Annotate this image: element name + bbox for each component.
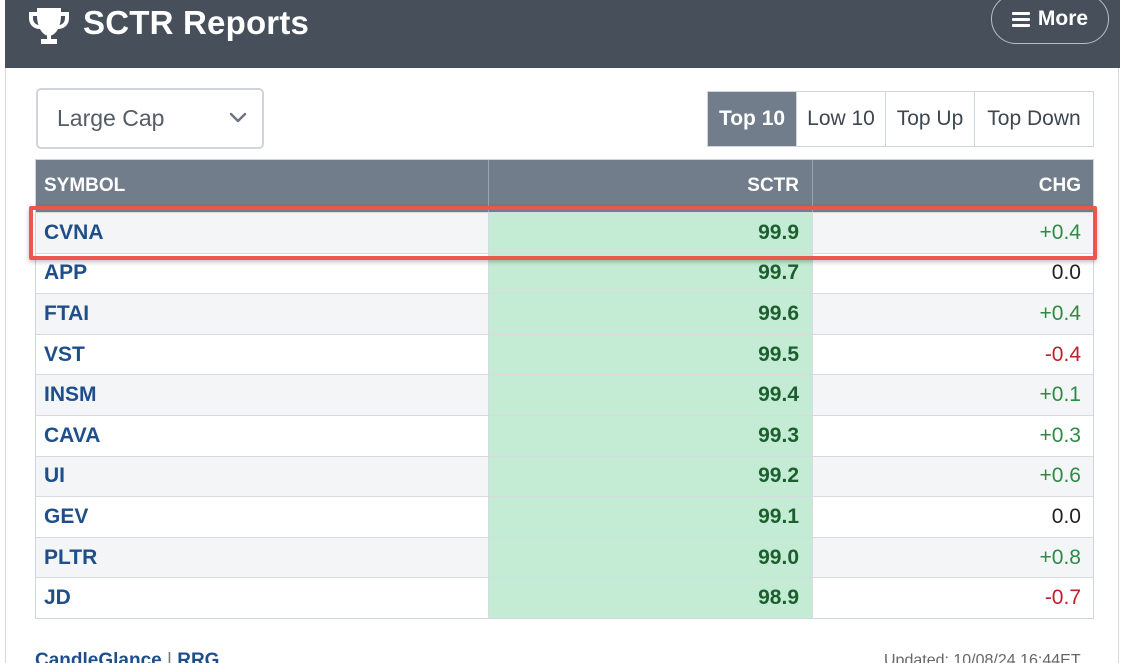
table-row[interactable]: CAVA 99.3 +0.3 — [36, 414, 1093, 456]
cap-filter-value: Large Cap — [57, 105, 165, 131]
table-row[interactable]: FTAI 99.6 +0.4 — [36, 293, 1093, 334]
chg-cell: -0.4 — [1044, 342, 1081, 366]
chg-cell: 0.0 — [1051, 504, 1081, 528]
more-button[interactable]: More — [991, 0, 1109, 44]
symbol-cell[interactable]: UI — [36, 456, 489, 497]
symbol-cell[interactable]: JD — [36, 578, 489, 618]
symbol-cell[interactable]: GEV — [36, 497, 489, 537]
column-header-chg[interactable]: CHG — [1038, 175, 1081, 196]
chg-cell: +0.6 — [813, 456, 1093, 497]
candleglance-link[interactable]: CandleGlance — [35, 650, 162, 663]
chg-cell: +0.3 — [1039, 423, 1081, 447]
chg-cell: +0.1 — [813, 375, 1093, 415]
table-row[interactable]: PLTR 99.0 +0.8 — [36, 536, 1093, 578]
page-title: SCTR Reports — [83, 4, 310, 41]
symbol-cell[interactable]: INSM — [36, 375, 489, 415]
app-header: SCTR Reports More — [5, 0, 1120, 68]
more-button-label: More — [1037, 7, 1089, 30]
cap-filter-select[interactable]: Large Cap — [36, 88, 264, 149]
rrg-link[interactable]: RRG — [177, 650, 220, 663]
sctr-cell: 99.4 — [489, 375, 813, 415]
hamburger-menu-icon — [1011, 12, 1030, 27]
table-row[interactable]: CVNA 99.9 +0.4 — [36, 212, 1093, 253]
sctr-cell: 99.0 — [489, 537, 813, 578]
column-header-sctr[interactable]: SCTR — [489, 160, 813, 212]
chg-cell: -0.7 — [1044, 586, 1081, 610]
report-tabs: Top 10 Low 10 Top Up Top Down — [707, 91, 1094, 147]
table-header: SYMBOL SCTR CHG — [36, 160, 1093, 212]
footer-separator: | — [167, 650, 172, 663]
footer-links: CandleGlance | RRG — [35, 650, 219, 663]
symbol-cell[interactable]: FTAI — [36, 294, 489, 334]
symbol-cell[interactable]: VST — [36, 334, 489, 375]
chg-cell: +0.8 — [813, 537, 1093, 578]
column-header-symbol[interactable]: SYMBOL — [36, 160, 489, 212]
sctr-cell: 99.5 — [489, 334, 813, 375]
table-row[interactable]: UI 99.2 +0.6 — [36, 455, 1093, 497]
chg-cell: +0.4 — [813, 213, 1093, 253]
table-body: CVNA 99.9 +0.4 APP 99.7 0.0 FTAI 99.6 +0.4 VST 99.… — [36, 212, 1093, 618]
table-row[interactable]: INSM 99.4 +0.1 — [36, 374, 1093, 415]
sctr-cell: 99.6 — [489, 294, 813, 334]
tab-top-10[interactable]: Top 10 — [708, 92, 796, 146]
chg-cell: +0.4 — [813, 294, 1093, 334]
symbol-cell[interactable]: PLTR — [36, 537, 489, 578]
highlight-box — [29, 206, 1097, 260]
symbol-cell[interactable]: CAVA — [36, 415, 489, 456]
sctr-cell: 99.3 — [489, 415, 813, 456]
sctr-cell: 99.2 — [489, 456, 813, 497]
table-row[interactable]: APP 99.7 0.0 — [36, 252, 1093, 294]
sctr-cell: 99.9 — [489, 213, 813, 253]
symbol-cell[interactable]: APP — [36, 253, 489, 294]
trophy-icon — [29, 8, 69, 44]
table-row[interactable]: JD 98.9 -0.7 — [36, 577, 1093, 618]
symbol-cell[interactable]: CVNA — [36, 213, 489, 253]
tab-top-up[interactable]: Top Up — [885, 92, 974, 146]
sctr-cell: 99.1 — [489, 497, 813, 537]
chevron-down-icon — [229, 112, 247, 123]
updated-timestamp: Updated: 10/08/24 16:44ET — [884, 652, 1081, 663]
table-row[interactable]: GEV 99.1 0.0 — [36, 496, 1093, 537]
chg-cell: 0.0 — [1051, 261, 1081, 285]
table-row[interactable]: VST 99.5 -0.4 — [36, 333, 1093, 375]
tab-low-10[interactable]: Low 10 — [796, 92, 885, 146]
sctr-cell: 99.7 — [489, 253, 813, 294]
sctr-table: SYMBOL SCTR CHG CVNA 99.9 +0.4 APP 99.7 0.0 FT… — [35, 159, 1094, 619]
tab-top-down[interactable]: Top Down — [974, 92, 1093, 146]
sctr-cell: 98.9 — [489, 578, 813, 618]
